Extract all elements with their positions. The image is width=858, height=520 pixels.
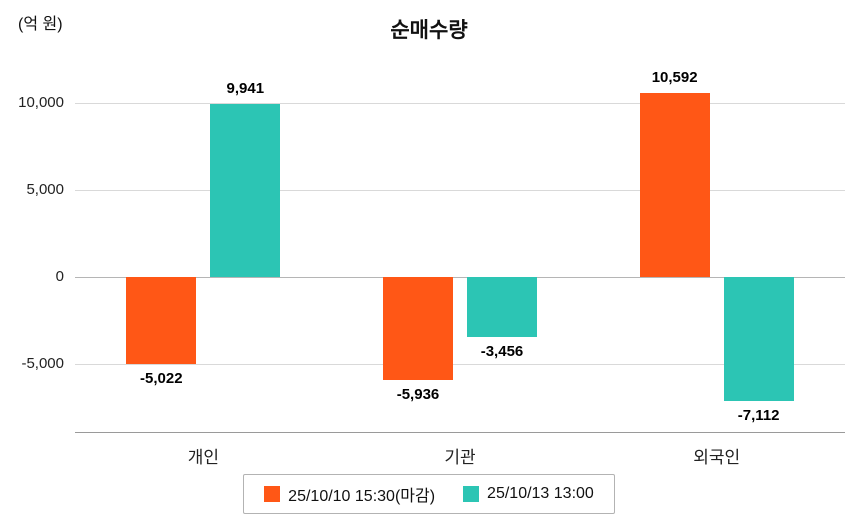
value-label: -3,456 [480, 343, 524, 361]
value-label: 10,592 [651, 68, 698, 86]
value-label: -5,936 [396, 386, 440, 404]
gridline [75, 190, 845, 191]
y-axis-tick-label: 10,000 [18, 94, 64, 111]
y-axis-tick-label: -5,000 [21, 355, 64, 372]
bar-series2-외국인 [723, 277, 794, 401]
bar-series1-개인 [126, 277, 197, 365]
gridline [75, 364, 845, 365]
legend-box: 25/10/10 15:30(마감) 25/10/13 13:00 [243, 474, 615, 514]
y-axis-tick-label: 5,000 [26, 181, 64, 198]
zero-line [75, 277, 845, 278]
x-axis-line [75, 432, 845, 433]
bar-series1-기관 [383, 277, 453, 381]
bar-series1-외국인 [639, 92, 710, 277]
x-axis-category-label: 기관 [444, 448, 476, 467]
bar-series2-개인 [210, 104, 281, 277]
x-axis-category-label: 개인 [187, 448, 219, 467]
series2-swatch-icon [463, 486, 480, 502]
gridline [75, 103, 845, 104]
chart-title: 순매수량 [390, 19, 468, 42]
legend-item-series2: 25/10/13 13:00 [463, 485, 594, 503]
legend-item-series1: 25/10/10 15:30(마감) [264, 482, 435, 506]
legend-label-series2: 25/10/13 13:00 [487, 485, 594, 502]
y-axis-unit-label: (억 원) [18, 16, 63, 33]
x-axis-category-label: 외국인 [693, 448, 741, 467]
value-label: -7,112 [737, 406, 780, 424]
value-label: 9,941 [226, 80, 265, 98]
value-label: -5,022 [140, 370, 183, 388]
y-axis-tick-label: 0 [55, 268, 64, 285]
series1-swatch-icon [264, 486, 281, 502]
legend: 25/10/10 15:30(마감) 25/10/13 13:00 [0, 474, 858, 514]
bar-series2-기관 [467, 277, 537, 338]
legend-label-series1: 25/10/10 15:30(마감) [288, 488, 436, 505]
